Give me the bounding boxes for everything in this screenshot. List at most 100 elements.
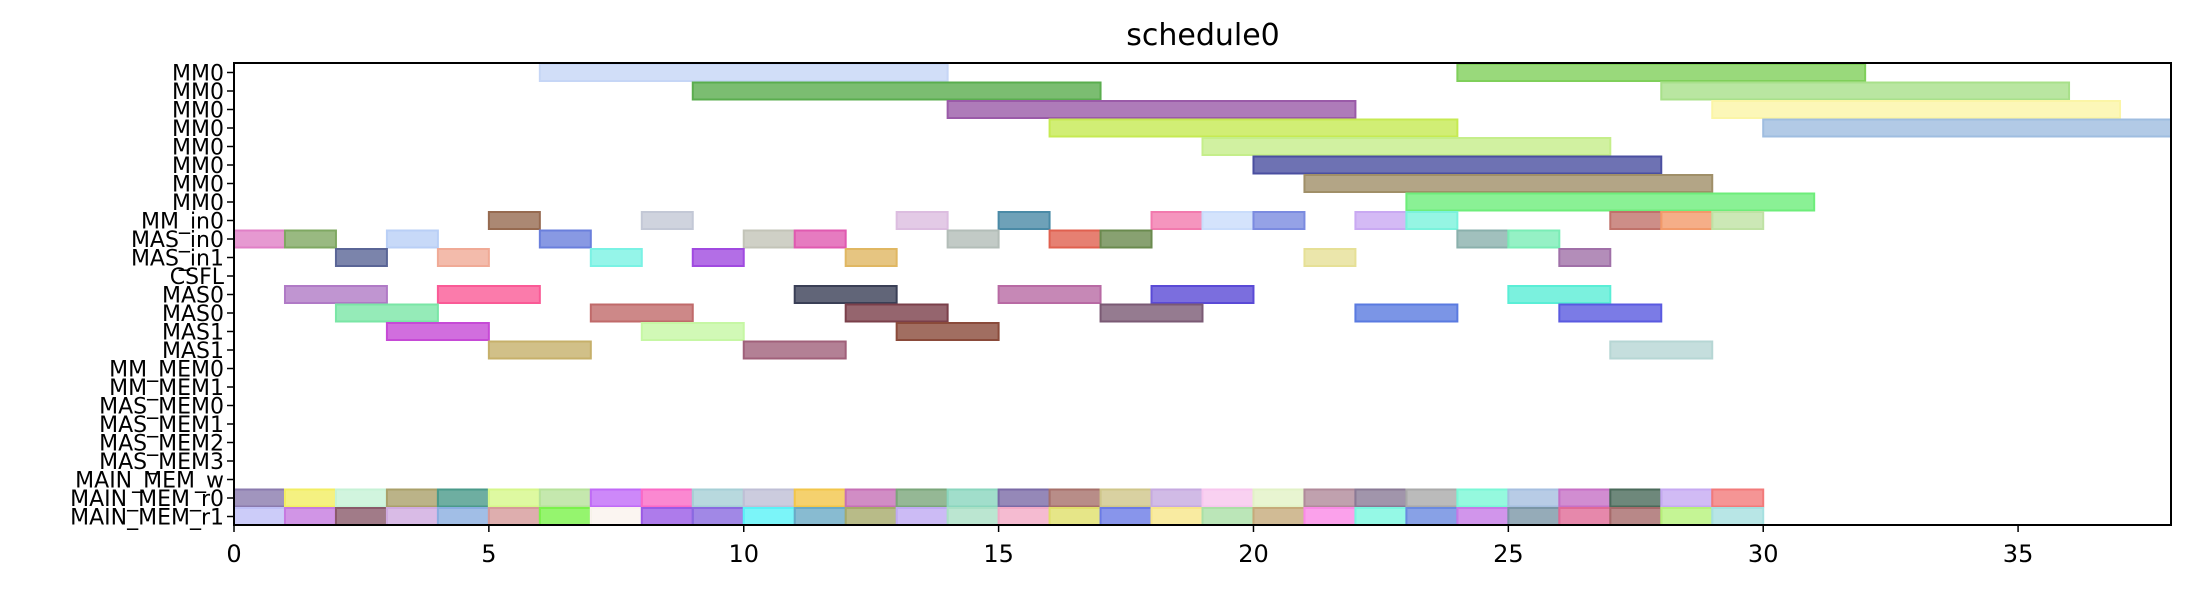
y-tick-label: MAS_MEM3 bbox=[99, 450, 224, 475]
task-bar bbox=[1609, 340, 1714, 360]
task-bar bbox=[844, 303, 949, 323]
bars-layer bbox=[233, 63, 2173, 526]
task-bar bbox=[1762, 118, 2173, 138]
y-tick-label: MAIN_MEM_w bbox=[75, 469, 224, 494]
task-bar bbox=[1048, 507, 1102, 526]
task-bar bbox=[1354, 507, 1408, 526]
y-tick-label: MM0 bbox=[172, 62, 224, 87]
task-bar bbox=[1609, 507, 1663, 526]
task-bar bbox=[946, 507, 1000, 526]
task-bar bbox=[1201, 211, 1255, 230]
task-bar bbox=[233, 488, 286, 508]
task-bar bbox=[1507, 507, 1561, 526]
task-bar bbox=[946, 488, 1000, 508]
task-bar bbox=[895, 488, 949, 508]
task-bar bbox=[742, 507, 796, 526]
y-tick-label: MAIN_MEM_r1 bbox=[70, 506, 224, 531]
task-bar bbox=[436, 285, 541, 304]
y-tick-label: MM0 bbox=[172, 191, 224, 216]
y-tick-label: MM0 bbox=[172, 117, 224, 142]
task-bar bbox=[1252, 488, 1306, 508]
x-tick-label: 0 bbox=[226, 540, 241, 568]
task-bar bbox=[640, 507, 694, 526]
task-bar bbox=[1558, 488, 1612, 508]
task-bar bbox=[895, 507, 949, 526]
task-bar bbox=[793, 285, 898, 304]
x-tick-label: 25 bbox=[1493, 540, 1524, 568]
task-bar bbox=[538, 507, 592, 526]
task-bar bbox=[742, 488, 796, 508]
y-tick-label: MAS_MEM2 bbox=[99, 432, 224, 457]
task-bar bbox=[1711, 488, 1765, 508]
task-bar bbox=[1099, 507, 1153, 526]
task-bar bbox=[1405, 507, 1459, 526]
x-tick-label: 10 bbox=[728, 540, 759, 568]
task-bar bbox=[946, 229, 1000, 249]
task-bar bbox=[1048, 118, 1459, 138]
y-tick-label: MAIN_MEM_r0 bbox=[70, 487, 224, 512]
task-bar bbox=[283, 507, 337, 526]
task-bar bbox=[1354, 488, 1408, 508]
y-tick-label: MM_MEM0 bbox=[109, 358, 224, 383]
task-bar bbox=[640, 211, 694, 230]
task-bar bbox=[640, 322, 745, 341]
task-bar bbox=[385, 488, 439, 508]
y-tick-label: MM0 bbox=[172, 154, 224, 179]
task-bar bbox=[1150, 507, 1204, 526]
task-bar bbox=[1354, 211, 1408, 230]
task-bar bbox=[1660, 488, 1714, 508]
task-bar bbox=[487, 488, 541, 508]
task-bar bbox=[1609, 211, 1663, 230]
y-tick-label: MAS0 bbox=[162, 302, 224, 327]
task-bar bbox=[334, 507, 388, 526]
task-bar bbox=[589, 507, 643, 526]
task-bar bbox=[436, 248, 490, 267]
task-bar bbox=[1507, 229, 1561, 249]
x-tick-label: 30 bbox=[1748, 540, 1779, 568]
task-bar bbox=[793, 488, 847, 508]
task-bar bbox=[1099, 303, 1204, 323]
task-bar bbox=[1711, 100, 2122, 119]
x-axis: 0 5 10 15 20 25 30 35 bbox=[226, 525, 2033, 568]
y-tick-label: MAS_MEM1 bbox=[99, 413, 224, 438]
task-bar bbox=[233, 507, 286, 526]
chart-title: schedule0 bbox=[1126, 18, 1280, 53]
y-tick-label: MM0 bbox=[172, 173, 224, 198]
task-bar bbox=[1150, 285, 1255, 304]
task-bar bbox=[1303, 507, 1357, 526]
y-tick-label: MM0 bbox=[172, 136, 224, 161]
y-tick-label: MAS_in1 bbox=[131, 247, 224, 272]
task-bar bbox=[538, 63, 949, 82]
task-bar bbox=[1150, 488, 1204, 508]
task-bar bbox=[1099, 488, 1153, 508]
task-bar bbox=[1048, 229, 1102, 249]
task-bar bbox=[742, 340, 847, 360]
task-bar bbox=[640, 488, 694, 508]
task-bar bbox=[793, 229, 847, 249]
task-bar bbox=[1558, 248, 1612, 267]
task-bar bbox=[538, 488, 592, 508]
task-bar bbox=[1507, 488, 1561, 508]
y-tick-label: MM_MEM1 bbox=[109, 376, 224, 401]
task-bar bbox=[895, 211, 949, 230]
task-bar bbox=[385, 507, 439, 526]
task-bar bbox=[691, 248, 745, 267]
task-bar bbox=[1201, 507, 1255, 526]
task-bar bbox=[589, 248, 643, 267]
task-bar bbox=[946, 100, 1357, 119]
task-bar bbox=[436, 507, 490, 526]
task-bar bbox=[1405, 192, 1816, 212]
task-bar bbox=[283, 285, 388, 304]
task-bar bbox=[1303, 248, 1357, 267]
task-bar bbox=[1660, 507, 1714, 526]
y-tick-label: MAS_in0 bbox=[131, 228, 224, 253]
y-tick-label: MAS1 bbox=[162, 321, 224, 346]
y-tick-label: MAS1 bbox=[162, 339, 224, 364]
task-bar bbox=[844, 488, 898, 508]
task-bar bbox=[1558, 507, 1612, 526]
task-bar bbox=[385, 322, 490, 341]
task-bar bbox=[691, 488, 745, 508]
task-bar bbox=[436, 488, 490, 508]
task-bar bbox=[1558, 303, 1663, 323]
